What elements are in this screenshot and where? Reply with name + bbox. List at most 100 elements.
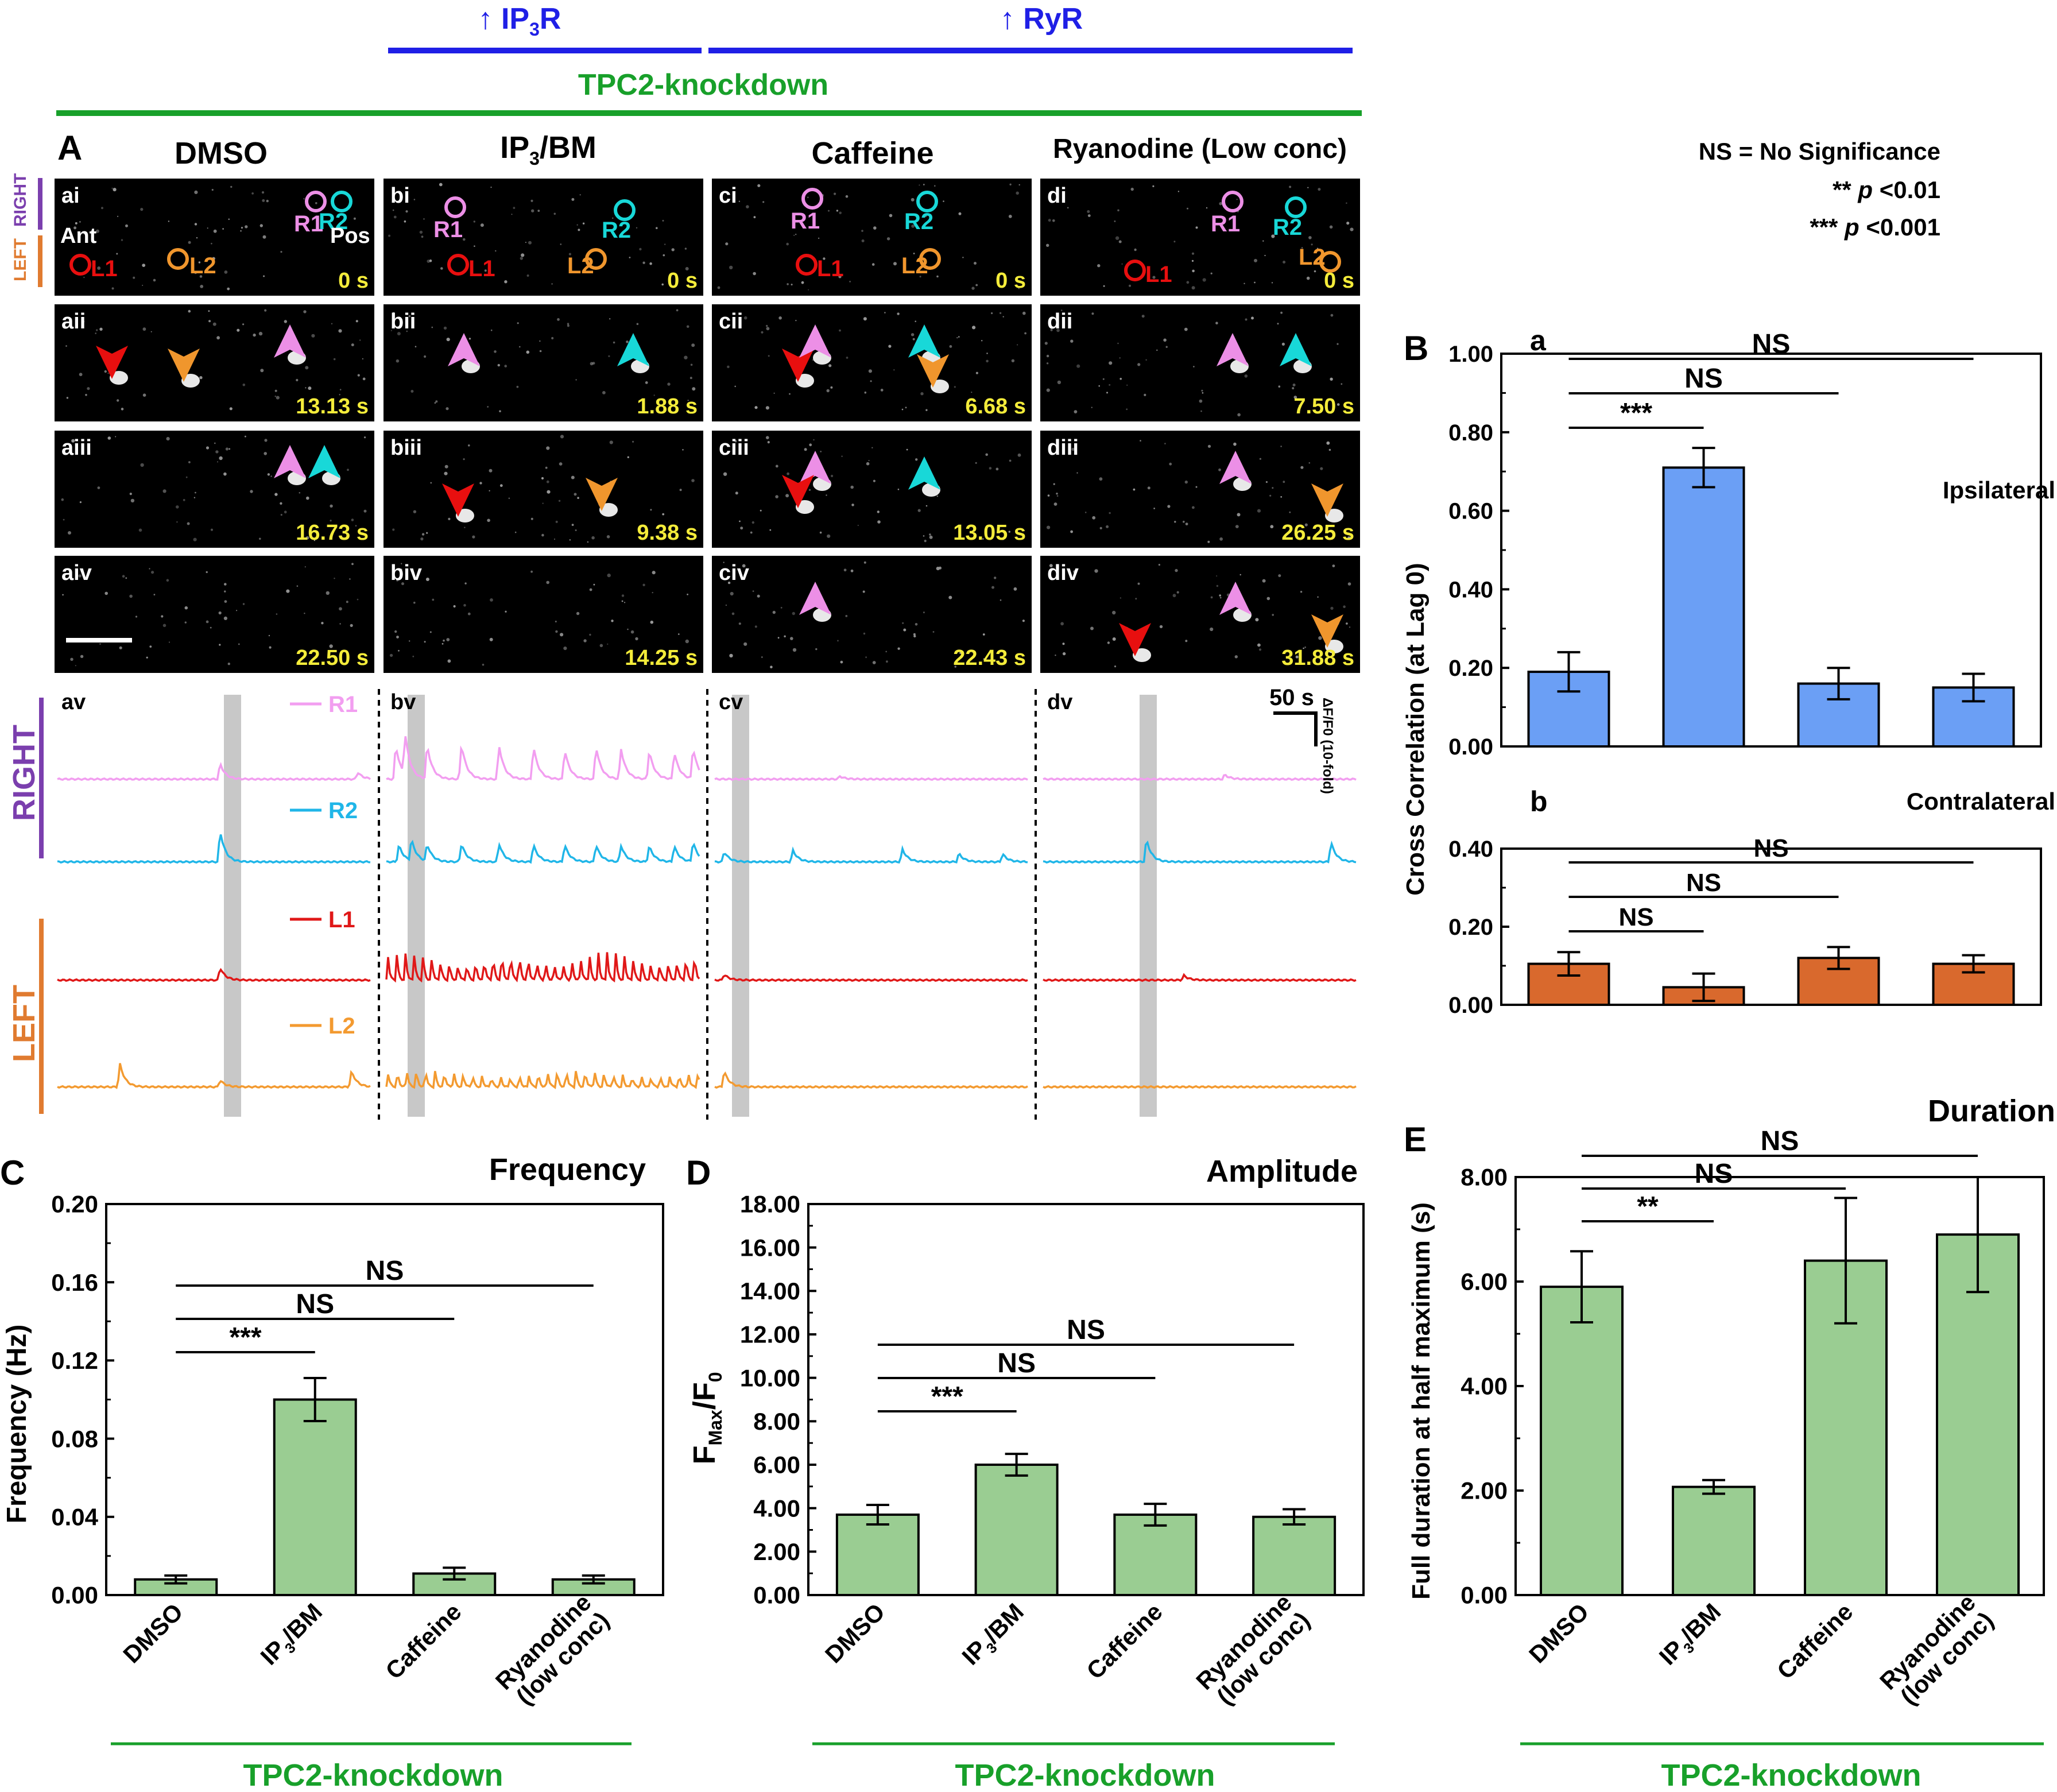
speckle xyxy=(236,610,238,611)
speckle xyxy=(1244,282,1245,284)
speckle xyxy=(479,482,482,485)
panel-e-title: Duration xyxy=(1928,1094,2055,1128)
speckle xyxy=(212,257,215,260)
speckle xyxy=(346,601,348,603)
speckle xyxy=(571,524,574,526)
image-tile: ciii 13.05 s xyxy=(712,431,1032,548)
speckle xyxy=(792,648,797,652)
speckle xyxy=(723,472,727,476)
speckle xyxy=(840,660,843,664)
speckle xyxy=(1283,481,1285,483)
speckle xyxy=(313,540,316,541)
speckle xyxy=(421,533,425,536)
speckle xyxy=(467,612,471,616)
speckle xyxy=(259,537,261,540)
y-tick-label: 0.08 xyxy=(51,1425,98,1452)
speckle xyxy=(1070,530,1073,533)
panel-e-letter: E xyxy=(1404,1120,1427,1159)
trace-l1 xyxy=(714,974,1028,982)
speckle xyxy=(238,643,240,645)
speckle xyxy=(1144,393,1146,397)
category-label: Ryanodine(low conc) xyxy=(490,1589,614,1713)
speckle xyxy=(753,216,756,219)
speckle xyxy=(1114,665,1117,668)
y-tick-label: 0.16 xyxy=(51,1269,98,1296)
significance-label: NS xyxy=(296,1289,334,1319)
speckle xyxy=(563,647,567,651)
speckle xyxy=(101,207,103,210)
speckle xyxy=(85,394,87,396)
speckle xyxy=(140,463,144,467)
category-label: Caffeine xyxy=(1772,1598,1858,1684)
speckle xyxy=(1314,270,1316,273)
image-background xyxy=(383,179,703,296)
speckle xyxy=(1091,312,1094,315)
speckle xyxy=(1099,527,1102,530)
ipsilateral-label: Ipsilateral xyxy=(1943,477,2055,504)
speckle xyxy=(401,582,404,586)
speckle xyxy=(589,588,592,591)
speckle xyxy=(499,484,503,487)
tile-label: bi xyxy=(390,184,410,208)
speckle xyxy=(591,536,595,540)
trace-label: av xyxy=(61,690,86,714)
speckle xyxy=(121,408,124,411)
speckle xyxy=(398,649,400,652)
speckle xyxy=(923,535,925,537)
speckle xyxy=(153,278,156,282)
y-tick-label: 1.00 xyxy=(1448,342,1493,367)
speckle xyxy=(1153,508,1155,509)
speckle xyxy=(419,230,423,234)
time-stamp: 22.43 s xyxy=(953,646,1026,670)
speckle xyxy=(151,571,154,574)
trace-label: cv xyxy=(719,690,743,714)
bar xyxy=(273,1398,357,1596)
speckle xyxy=(531,209,534,212)
tile-label: civ xyxy=(719,561,749,585)
speckle xyxy=(1272,614,1274,616)
right-side-label: RIGHT xyxy=(11,173,30,227)
y-tick-label: 4.00 xyxy=(1461,1373,1508,1400)
speckle xyxy=(1163,338,1167,342)
y-tick-label: 0.40 xyxy=(1448,837,1493,862)
speckle xyxy=(981,340,983,342)
speckle xyxy=(555,630,558,633)
roi-r1-circle xyxy=(1222,191,1244,212)
significance-label: NS xyxy=(366,1256,404,1286)
speckle xyxy=(936,496,939,497)
speckle xyxy=(738,200,741,202)
speckle xyxy=(526,274,529,277)
speckle xyxy=(787,283,789,285)
speckle xyxy=(276,396,280,400)
speckle xyxy=(311,334,315,338)
speckle xyxy=(484,269,487,272)
speckle xyxy=(886,660,888,663)
speckle xyxy=(404,220,406,223)
speckle xyxy=(1289,185,1292,188)
chart-frequency: 0.00 0.04 0.08 0.12 0.16 0.20 *** NS NS DMSO IP3/B… xyxy=(51,1191,664,1713)
speckle xyxy=(1060,622,1064,626)
speckle xyxy=(223,472,227,476)
speckle xyxy=(629,257,631,258)
speckle xyxy=(1090,626,1094,630)
panel-d-ylabel: FMax/F0 xyxy=(687,1372,726,1464)
speckle xyxy=(743,642,747,646)
speckle xyxy=(405,210,408,213)
speckle xyxy=(188,241,191,244)
speckle xyxy=(1173,241,1176,243)
speckle xyxy=(1011,359,1015,362)
speckle xyxy=(925,409,928,411)
speckle xyxy=(893,262,897,266)
speckle xyxy=(662,219,664,222)
speckle xyxy=(725,242,729,246)
speckle xyxy=(129,493,132,496)
speckle xyxy=(925,505,928,507)
speckle xyxy=(866,462,870,466)
speckle xyxy=(1347,582,1351,586)
speckle xyxy=(245,435,246,438)
image-tile: biv 14.25 s xyxy=(383,556,703,673)
speckle xyxy=(642,261,645,264)
speckle xyxy=(228,218,230,220)
speckle xyxy=(199,275,203,278)
